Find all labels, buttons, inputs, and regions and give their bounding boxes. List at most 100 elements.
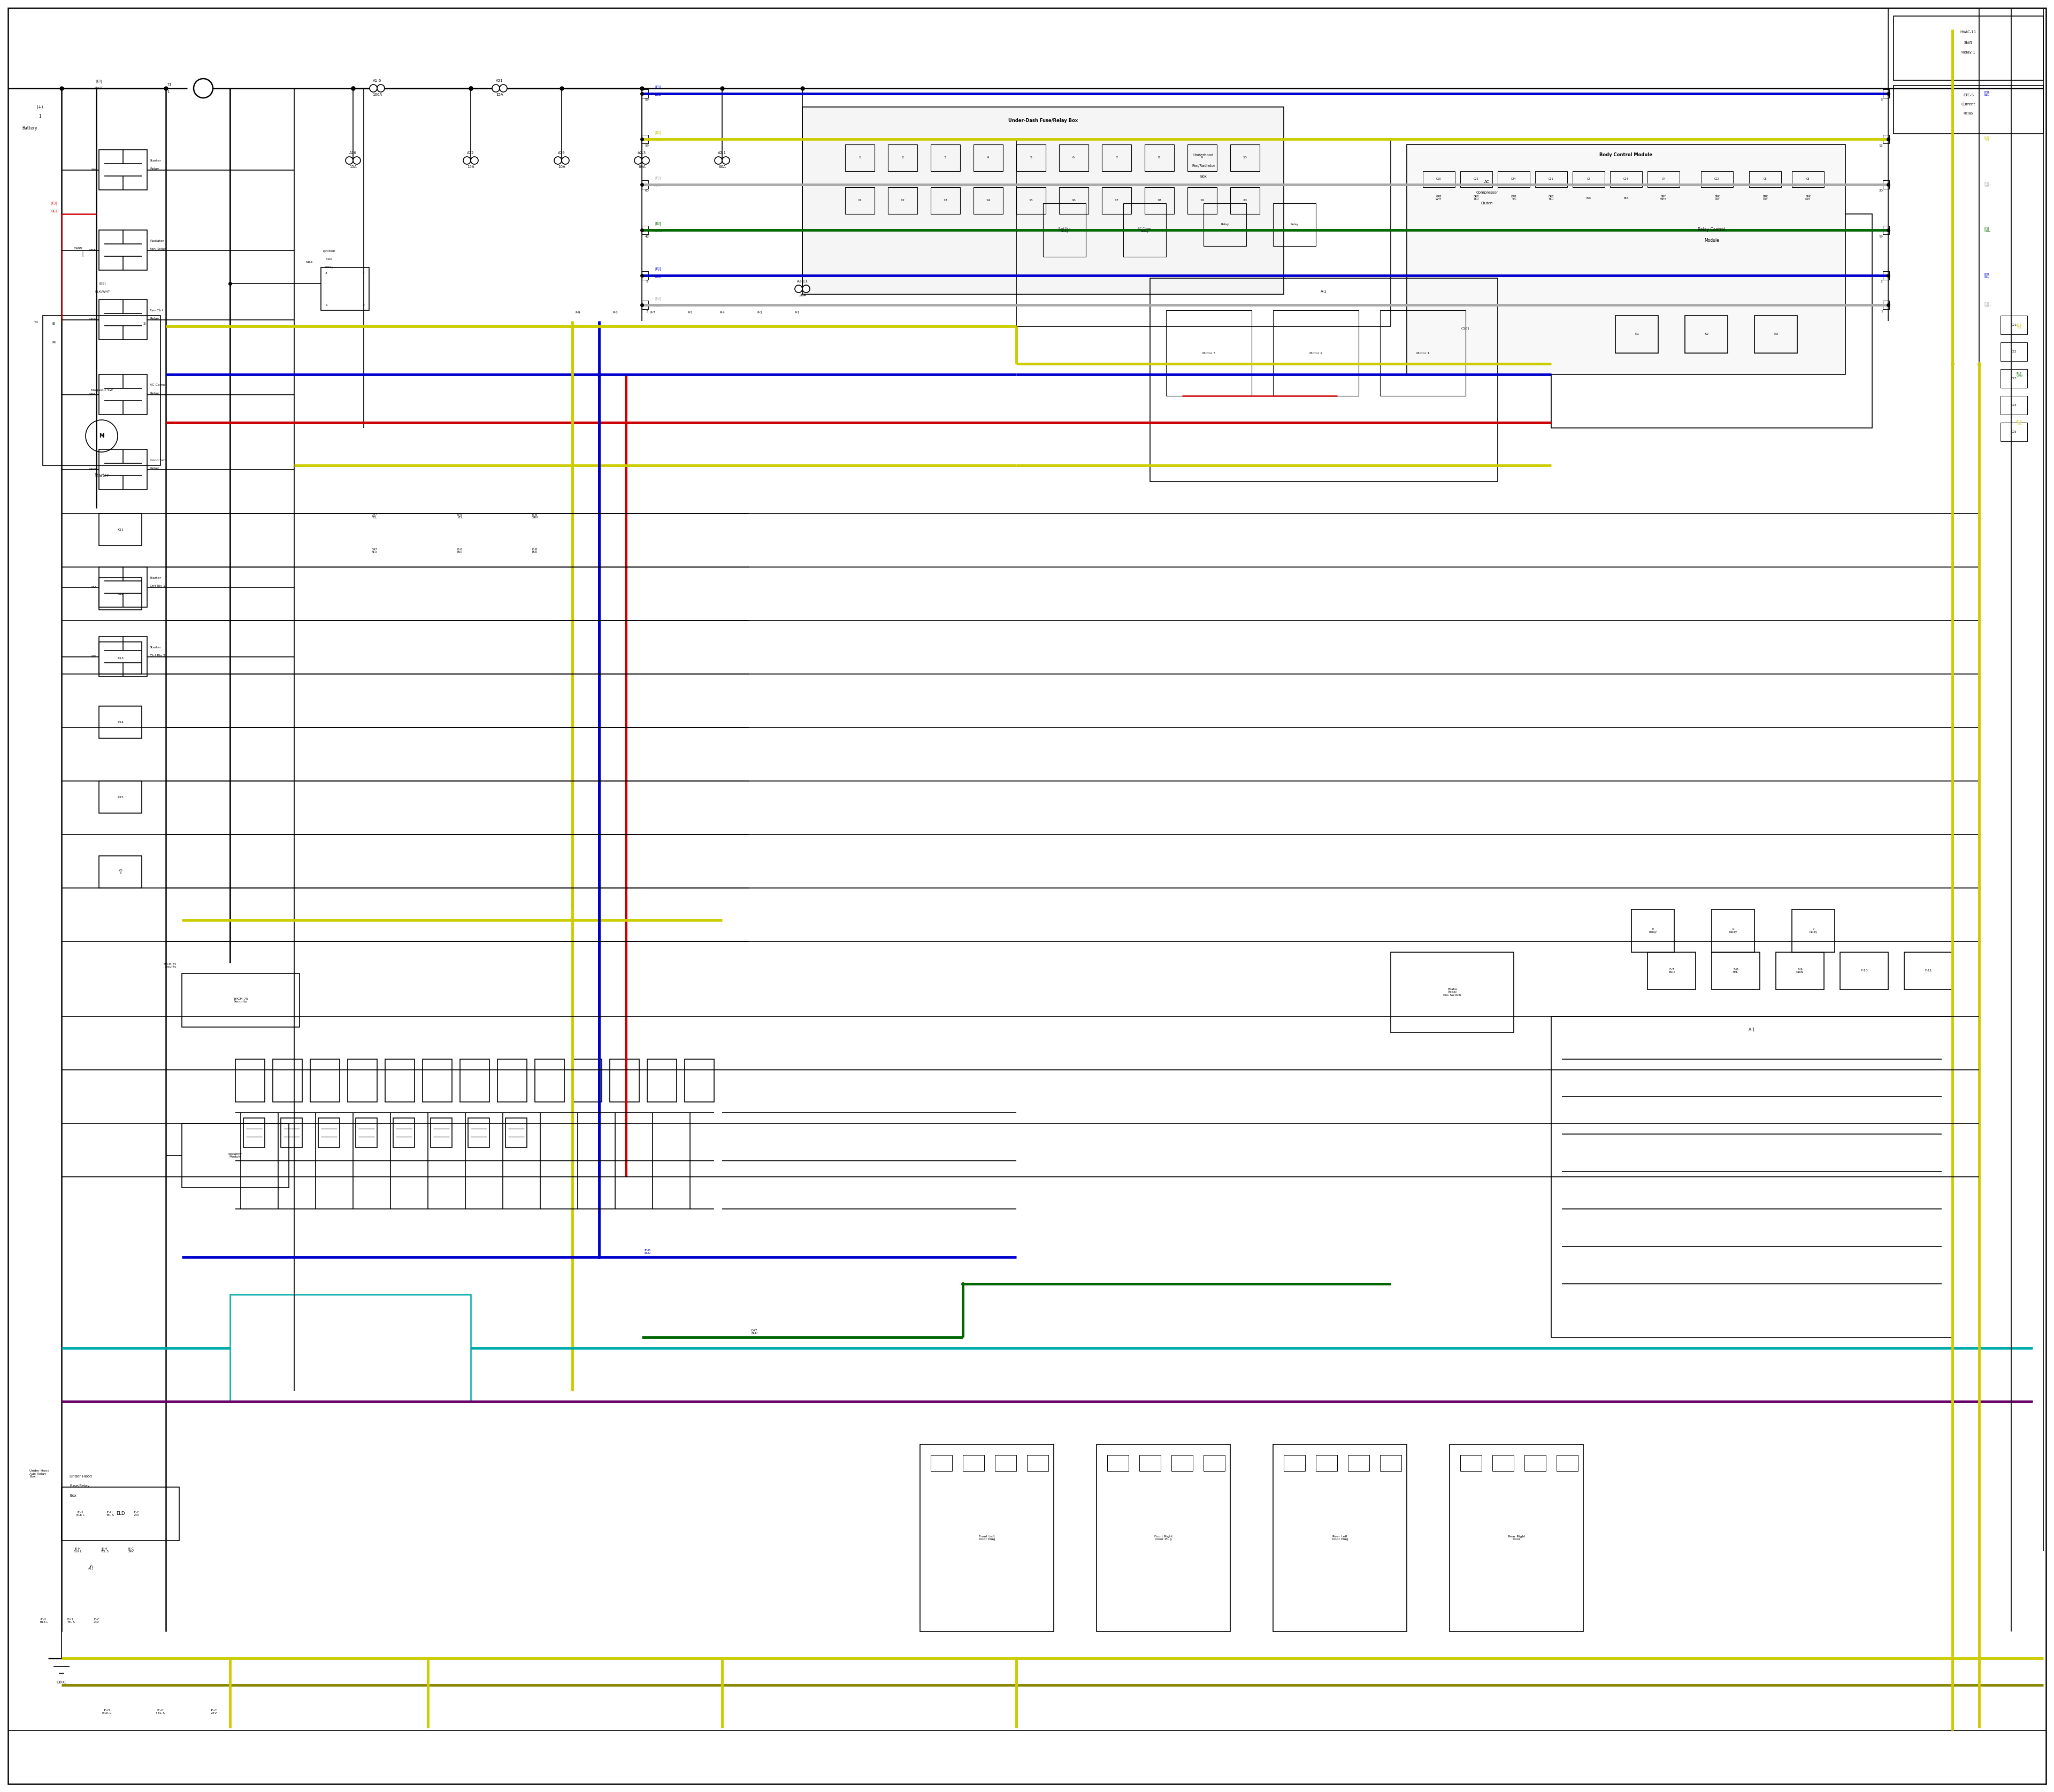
- Circle shape: [345, 156, 353, 165]
- Text: BLK: BLK: [1623, 197, 1629, 199]
- Text: BLU: BLU: [655, 274, 661, 278]
- Text: Ctrl Rly 2: Ctrl Rly 2: [150, 654, 164, 658]
- Circle shape: [378, 84, 384, 91]
- Bar: [1631, 909, 1674, 952]
- Text: 14: 14: [986, 199, 990, 202]
- Text: IE-H
YEL S: IE-H YEL S: [68, 1618, 74, 1624]
- Text: G001: G001: [55, 1681, 66, 1684]
- Bar: [99, 857, 142, 889]
- Text: K3: K3: [1775, 333, 1779, 335]
- Text: IE-B
YEL: IE-B YEL: [458, 513, 462, 520]
- Text: M2: M2: [90, 586, 97, 588]
- Text: 15A: 15A: [466, 165, 474, 168]
- Text: Relay 1: Relay 1: [1962, 50, 1976, 54]
- Text: Clutch: Clutch: [1481, 202, 1493, 204]
- Bar: [1144, 186, 1175, 213]
- Text: [EJ]: [EJ]: [51, 201, 58, 204]
- Text: BRK
CRY: BRK CRY: [1762, 195, 1768, 201]
- Text: Relay: Relay: [150, 168, 158, 170]
- Text: Box: Box: [70, 1495, 76, 1498]
- Bar: [1647, 172, 1680, 186]
- Bar: [1204, 202, 1247, 246]
- Bar: [2001, 369, 2027, 387]
- Text: 3: 3: [945, 156, 947, 159]
- Text: Starter: Starter: [94, 473, 109, 478]
- Text: BLU: BLU: [655, 93, 661, 97]
- Text: (+): (+): [37, 104, 43, 109]
- Text: 6: 6: [1072, 156, 1074, 159]
- Text: IE-H
BLK L: IE-H BLK L: [41, 1618, 47, 1624]
- Bar: [99, 577, 142, 609]
- Bar: [347, 1059, 378, 1102]
- Text: Rad Fan
Relay: Rad Fan Relay: [1058, 228, 1070, 233]
- Bar: [1610, 172, 1641, 186]
- Bar: [1101, 186, 1132, 213]
- Text: 2: 2: [902, 156, 904, 159]
- Text: Battery: Battery: [23, 125, 37, 131]
- Text: Coil: Coil: [327, 258, 333, 262]
- Bar: [99, 566, 148, 607]
- Text: C22: C22: [1473, 177, 1479, 181]
- Bar: [641, 226, 649, 235]
- Text: P-1: P-1: [795, 312, 799, 314]
- Circle shape: [464, 156, 470, 165]
- Circle shape: [715, 156, 723, 165]
- Text: P-7: P-7: [649, 312, 655, 314]
- Text: 1: 1: [325, 303, 327, 306]
- Bar: [1460, 1455, 1481, 1471]
- Text: A16: A16: [349, 151, 357, 154]
- Text: C2: C2: [1588, 177, 1590, 181]
- Bar: [1884, 226, 1890, 235]
- Text: 42: 42: [645, 235, 649, 238]
- Bar: [647, 1059, 676, 1102]
- Text: [EI]: [EI]: [97, 79, 103, 82]
- Text: K14: K14: [117, 720, 123, 724]
- Text: IE-B
BLU: IE-B BLU: [645, 1249, 651, 1254]
- Bar: [1380, 1455, 1401, 1471]
- Bar: [1684, 315, 1727, 353]
- Text: Security
Module: Security Module: [228, 1152, 242, 1158]
- Text: Starter: Starter: [150, 577, 162, 579]
- Bar: [1904, 952, 1953, 989]
- Text: [EJ]
BLU: [EJ] BLU: [1984, 272, 1990, 278]
- Text: P-4: P-4: [719, 312, 725, 314]
- Text: [EJ]: [EJ]: [655, 131, 661, 134]
- Bar: [1171, 1455, 1193, 1471]
- Bar: [1407, 145, 1844, 375]
- Text: Compressor: Compressor: [1477, 192, 1497, 194]
- Text: Fan/Radiator: Fan/Radiator: [1191, 165, 1216, 167]
- Bar: [281, 1118, 302, 1147]
- Bar: [1144, 145, 1175, 172]
- Text: C21: C21: [2011, 324, 2017, 326]
- Text: M3: M3: [90, 656, 97, 658]
- Text: P-3: P-3: [758, 312, 762, 314]
- Text: C12: C12: [1715, 177, 1719, 181]
- Bar: [1273, 1444, 1407, 1631]
- Text: [EJ]: [EJ]: [655, 267, 661, 271]
- Text: B: B: [51, 323, 55, 324]
- Text: T1: T1: [166, 82, 173, 86]
- Text: BRK
CRY: BRK CRY: [1715, 195, 1719, 201]
- Bar: [930, 145, 959, 172]
- Text: [EJ]
GRN: [EJ] GRN: [1984, 228, 1990, 233]
- Bar: [392, 1118, 415, 1147]
- Bar: [183, 973, 300, 1027]
- Text: HVAC-11: HVAC-11: [1960, 30, 1976, 34]
- Text: IE-H
BLK L: IE-H BLK L: [76, 1511, 84, 1516]
- Bar: [610, 1059, 639, 1102]
- Bar: [1894, 86, 2044, 134]
- Text: 2: 2: [364, 303, 366, 306]
- Text: IE-C
24V: IE-C 24V: [94, 1618, 99, 1624]
- Text: Module: Module: [1705, 238, 1719, 244]
- Text: K5
1: K5 1: [119, 869, 123, 874]
- Bar: [318, 1118, 339, 1147]
- Text: F-11: F-11: [1925, 969, 1933, 973]
- Bar: [99, 229, 148, 271]
- Text: BPCM-75
Security: BPCM-75 Security: [234, 998, 249, 1004]
- Text: C10: C10: [1436, 177, 1442, 181]
- Bar: [99, 299, 148, 340]
- Text: Motor 3: Motor 3: [1202, 351, 1216, 355]
- Bar: [99, 642, 142, 674]
- Text: A2-1: A2-1: [717, 151, 727, 154]
- Bar: [1101, 145, 1132, 172]
